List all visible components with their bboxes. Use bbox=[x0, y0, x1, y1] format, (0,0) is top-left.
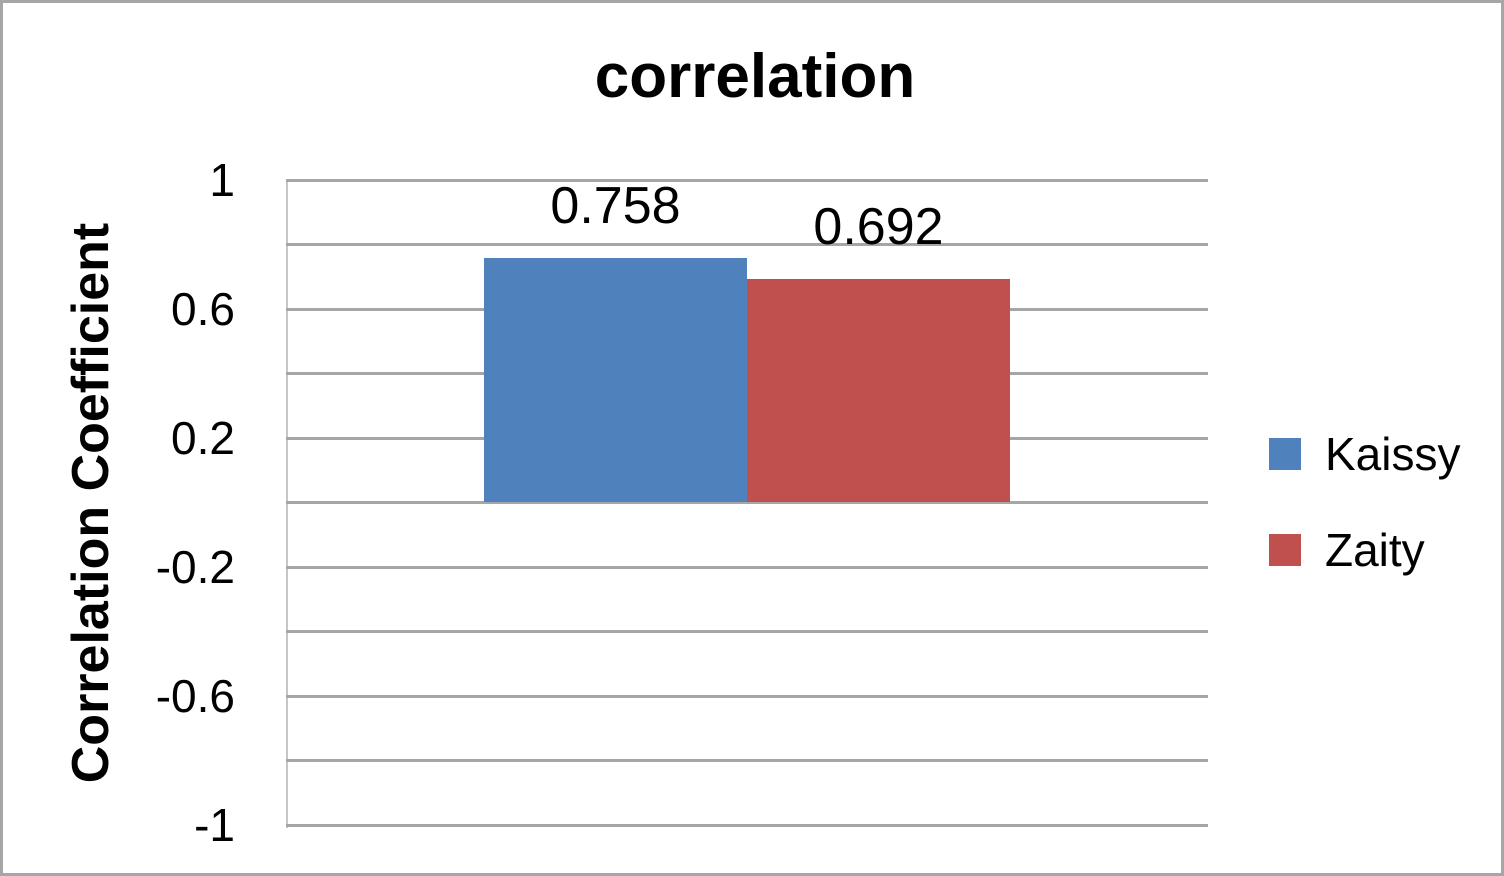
gridline bbox=[286, 759, 1208, 762]
y-tick-label: -1 bbox=[194, 799, 235, 851]
chart-title: correlation bbox=[594, 42, 916, 111]
y-tick-label: 0.6 bbox=[171, 283, 235, 335]
bar-zaity bbox=[747, 279, 1010, 503]
legend-label: Zaity bbox=[1325, 524, 1425, 576]
legend-item-zaity: Zaity bbox=[1269, 524, 1425, 576]
legend-item-kaissy: Kaissy bbox=[1269, 428, 1461, 480]
y-axis-line bbox=[286, 180, 288, 828]
legend-swatch-icon bbox=[1269, 438, 1301, 470]
gridline bbox=[286, 565, 1208, 569]
gridline bbox=[286, 243, 1208, 246]
y-tick-label: 1 bbox=[209, 154, 235, 206]
gridline bbox=[286, 694, 1208, 698]
gridline bbox=[286, 178, 1208, 182]
plot-area bbox=[286, 178, 1208, 827]
gridline bbox=[286, 823, 1208, 827]
legend-label: Kaissy bbox=[1325, 428, 1461, 480]
y-tick-label: 0.2 bbox=[171, 412, 235, 464]
gridline bbox=[286, 630, 1208, 633]
y-tick-label: -0.2 bbox=[155, 541, 235, 593]
legend-swatch-icon bbox=[1269, 534, 1301, 566]
data-label-zaity: 0.692 bbox=[813, 198, 944, 257]
y-tick-label: -0.6 bbox=[155, 670, 235, 722]
bar-kaissy bbox=[484, 258, 747, 503]
data-label-kaissy: 0.758 bbox=[550, 177, 681, 236]
gridline bbox=[286, 501, 1208, 504]
